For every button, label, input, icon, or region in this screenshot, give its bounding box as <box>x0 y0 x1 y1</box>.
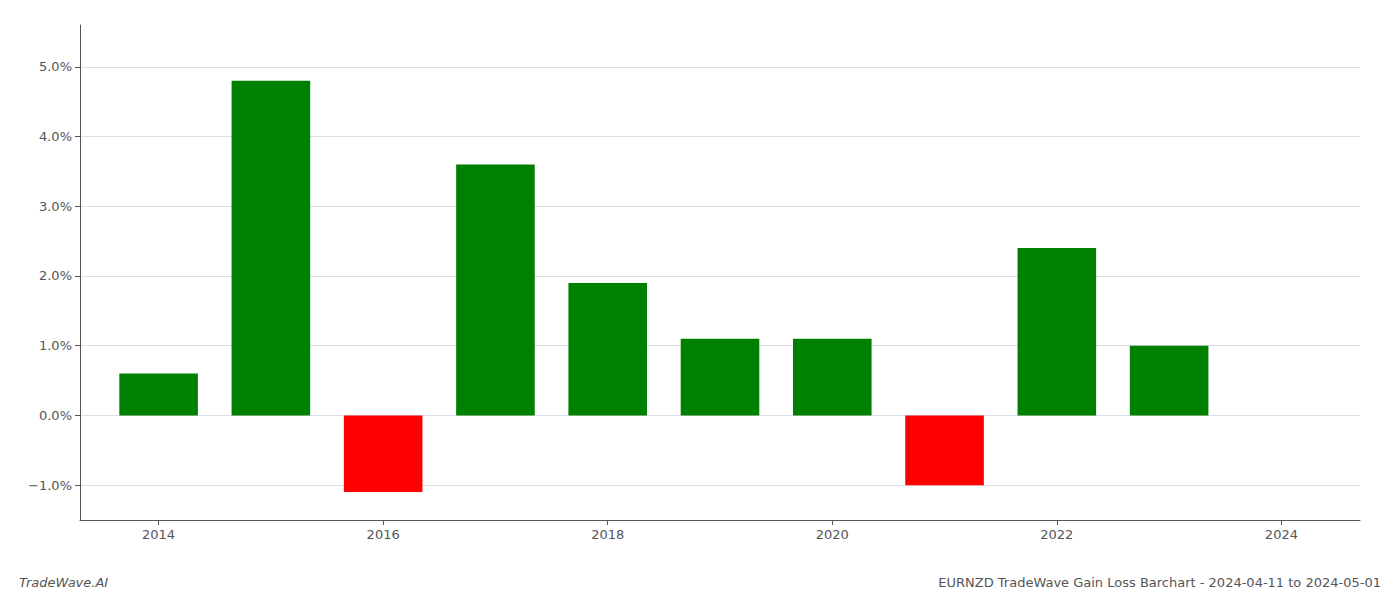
svg-text:2020: 2020 <box>816 527 849 542</box>
svg-text:TradeWave.AI: TradeWave.AI <box>19 575 108 590</box>
svg-text:−1.0%: −1.0% <box>28 478 72 493</box>
svg-text:2022: 2022 <box>1040 527 1073 542</box>
svg-text:2.0%: 2.0% <box>39 268 72 283</box>
svg-text:2024: 2024 <box>1265 527 1298 542</box>
svg-text:0.0%: 0.0% <box>39 408 72 423</box>
svg-text:1.0%: 1.0% <box>39 338 72 353</box>
svg-text:2016: 2016 <box>367 527 400 542</box>
svg-text:3.0%: 3.0% <box>39 199 72 214</box>
svg-text:2014: 2014 <box>142 527 175 542</box>
svg-text:2018: 2018 <box>591 527 624 542</box>
svg-text:EURNZD TradeWave Gain Loss Bar: EURNZD TradeWave Gain Loss Barchart - 20… <box>938 575 1381 590</box>
svg-text:4.0%: 4.0% <box>39 129 72 144</box>
svg-text:5.0%: 5.0% <box>39 59 72 74</box>
